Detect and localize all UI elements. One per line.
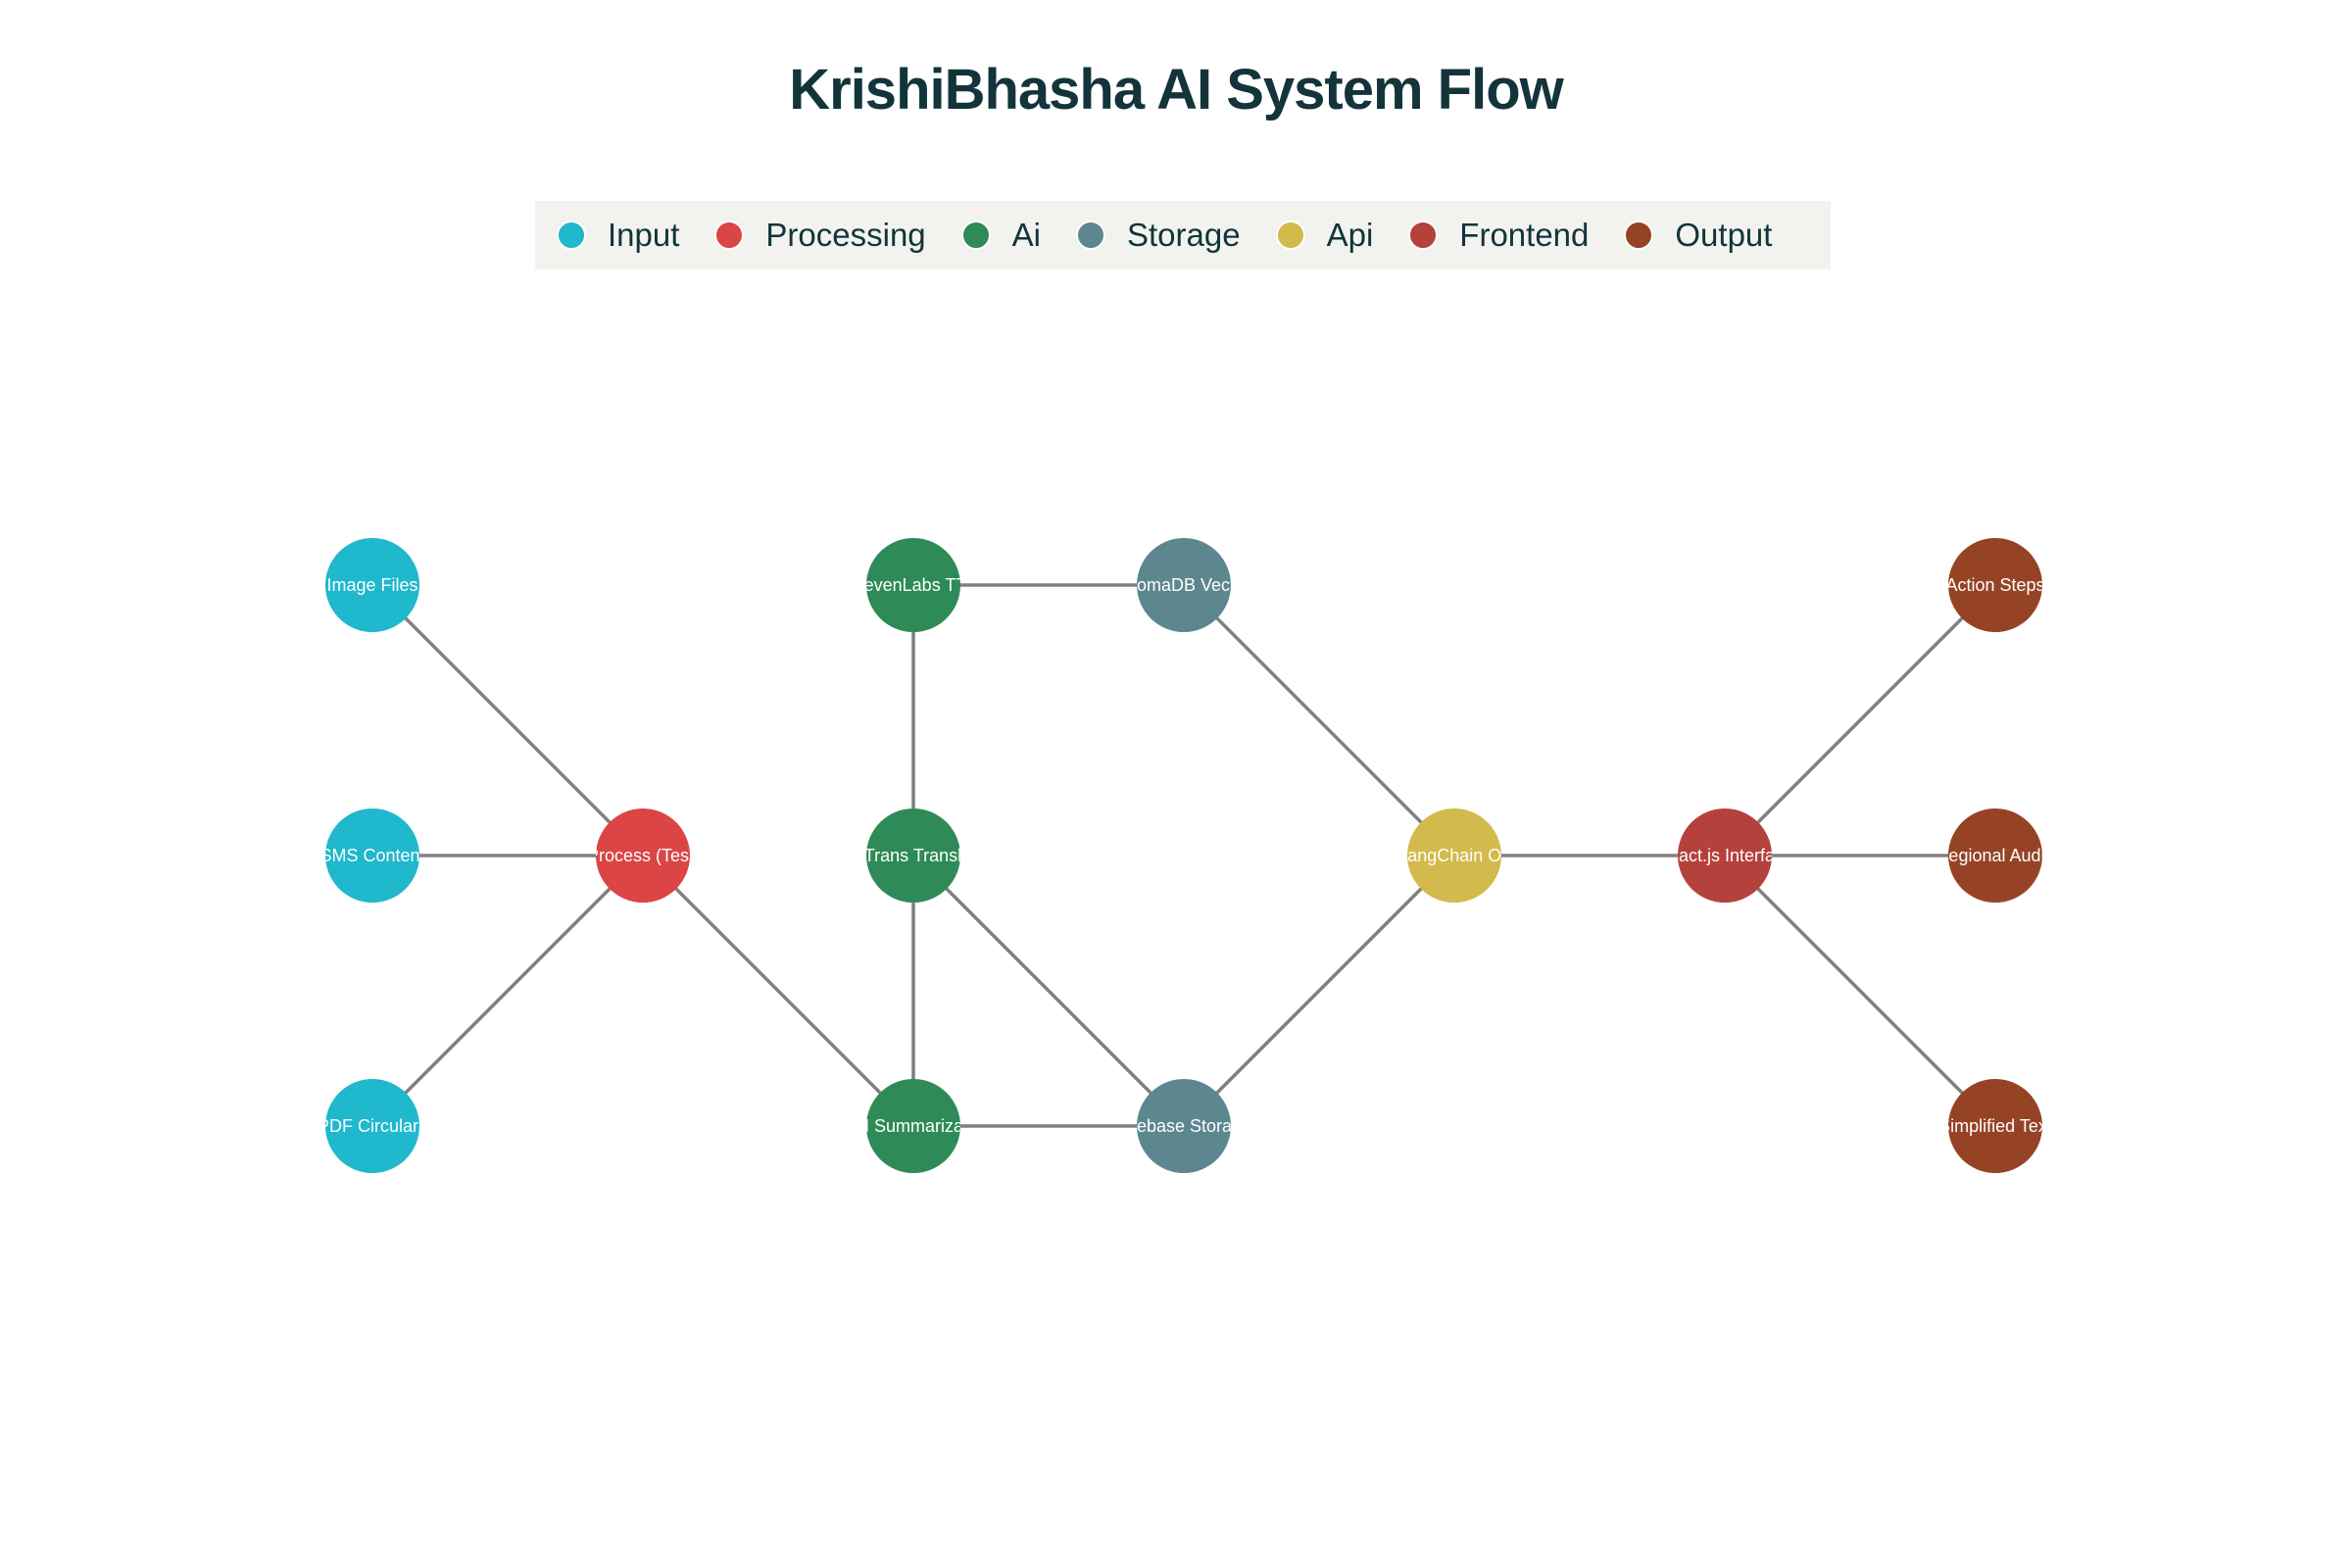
legend-item-output[interactable]: Output (1624, 217, 1772, 254)
node-circle-indictrans-translation[interactable] (866, 808, 960, 903)
node-circle-elevenlabs-tts[interactable] (866, 538, 960, 632)
edge-reactjs-interface-to-simplified-text (1723, 854, 1997, 1128)
node-reactjs-interface[interactable]: React.js Interface (1656, 808, 1793, 903)
node-label-action-steps: Action Steps (1945, 575, 2044, 595)
edge-firebase-storage-to-fastapi-langchain (1182, 854, 1456, 1128)
edge-indictrans-translation-to-firebase-storage (911, 854, 1186, 1128)
node-ocr-process[interactable]: OCR Process (Tesseract) (543, 808, 743, 903)
node-label-elevenlabs-tts: ElevenLabs TTS (849, 575, 979, 595)
node-label-reactjs-interface: React.js Interface (1656, 846, 1793, 865)
legend-item-input[interactable]: Input (557, 217, 679, 254)
edge-image-files-to-ocr-process (370, 583, 645, 858)
node-label-image-files: Image Files (326, 575, 417, 595)
node-label-sms-content: SMS Content (319, 846, 424, 865)
edge-chromadb-vectors-to-fastapi-langchain (1182, 583, 1456, 858)
legend-item-ai[interactable]: Ai (960, 217, 1041, 254)
legend-item-processing[interactable]: Processing (714, 217, 926, 254)
legend-swatch-api (1275, 220, 1305, 250)
node-circle-chromadb-vectors[interactable] (1137, 538, 1231, 632)
node-circle-reactjs-interface[interactable] (1678, 808, 1772, 903)
legend-item-frontend[interactable]: Frontend (1408, 217, 1589, 254)
legend-label-output: Output (1675, 217, 1773, 253)
node-label-firebase-storage: Firebase Storage (1116, 1116, 1251, 1136)
legend-item-storage[interactable]: Storage (1076, 217, 1241, 254)
node-label-ocr-process: OCR Process (Tesseract) (543, 846, 743, 865)
node-label-chromadb-vectors: ChromaDB Vectors (1108, 575, 1259, 595)
node-label-indictrans-translation: IndicTrans Translation (827, 846, 1000, 865)
node-circle-fastapi-langchain[interactable] (1407, 808, 1501, 903)
node-image-files[interactable]: Image Files (325, 538, 419, 632)
edge-ocr-process-to-llm-summarization (641, 854, 915, 1128)
legend-item-api[interactable]: Api (1275, 217, 1374, 254)
node-circle-image-files[interactable] (325, 538, 419, 632)
legend-label-processing: Processing (765, 217, 926, 253)
node-circle-regional-audio[interactable] (1948, 808, 2042, 903)
node-sms-content[interactable]: SMS Content (319, 808, 424, 903)
node-label-simplified-text: Simplified Text (1938, 1116, 2052, 1136)
legend-swatch-storage (1076, 220, 1105, 250)
legend-label-input: Input (608, 217, 680, 253)
legend-swatch-input (557, 220, 586, 250)
node-simplified-text[interactable]: Simplified Text (1938, 1079, 2052, 1173)
node-regional-audio[interactable]: Regional Audio (1936, 808, 2054, 903)
legend-swatch-frontend (1408, 220, 1439, 250)
node-circle-ocr-process[interactable] (596, 808, 690, 903)
node-circle-llm-summarization[interactable] (866, 1079, 960, 1173)
legend-label-storage: Storage (1127, 217, 1241, 253)
node-label-fastapi-langchain: FastAPI + LangChain Orchestration (1315, 846, 1594, 865)
node-label-pdf-circulars: PDF Circulars (318, 1116, 427, 1136)
node-circle-pdf-circulars[interactable] (325, 1079, 419, 1173)
node-llm-summarization[interactable]: LLM Summarization (835, 1079, 992, 1173)
node-action-steps[interactable]: Action Steps (1945, 538, 2044, 632)
node-pdf-circulars[interactable]: PDF Circulars (318, 1079, 427, 1173)
legend-swatch-ai (960, 220, 991, 250)
legend-swatch-processing (714, 220, 745, 250)
node-indictrans-translation[interactable]: IndicTrans Translation (827, 808, 1000, 903)
node-layer: Image Files SMS Content PDF Circulars OCR P… (318, 538, 2054, 1173)
legend-label-frontend: Frontend (1459, 217, 1590, 253)
edge-reactjs-interface-to-action-steps (1723, 583, 1997, 858)
node-elevenlabs-tts[interactable]: ElevenLabs TTS (849, 538, 979, 632)
node-circle-action-steps[interactable] (1948, 538, 2042, 632)
node-circle-firebase-storage[interactable] (1137, 1079, 1231, 1173)
legend-swatch-output (1624, 220, 1654, 250)
diagram-title: KrishiBhasha AI System Flow (789, 58, 1564, 122)
node-chromadb-vectors[interactable]: ChromaDB Vectors (1108, 538, 1259, 632)
legend: Input Processing Ai Storage Api Frontend… (535, 201, 1831, 270)
edge-pdf-circulars-to-ocr-process (370, 854, 645, 1128)
node-label-llm-summarization: LLM Summarization (835, 1116, 992, 1136)
node-label-regional-audio: Regional Audio (1936, 846, 2054, 865)
legend-label-api: Api (1326, 217, 1374, 253)
node-circle-simplified-text[interactable] (1948, 1079, 2042, 1173)
node-firebase-storage[interactable]: Firebase Storage (1116, 1079, 1251, 1173)
legend-label-ai: Ai (1011, 217, 1041, 253)
node-fastapi-langchain[interactable]: FastAPI + LangChain Orchestration (1315, 808, 1594, 903)
node-circle-sms-content[interactable] (325, 808, 419, 903)
